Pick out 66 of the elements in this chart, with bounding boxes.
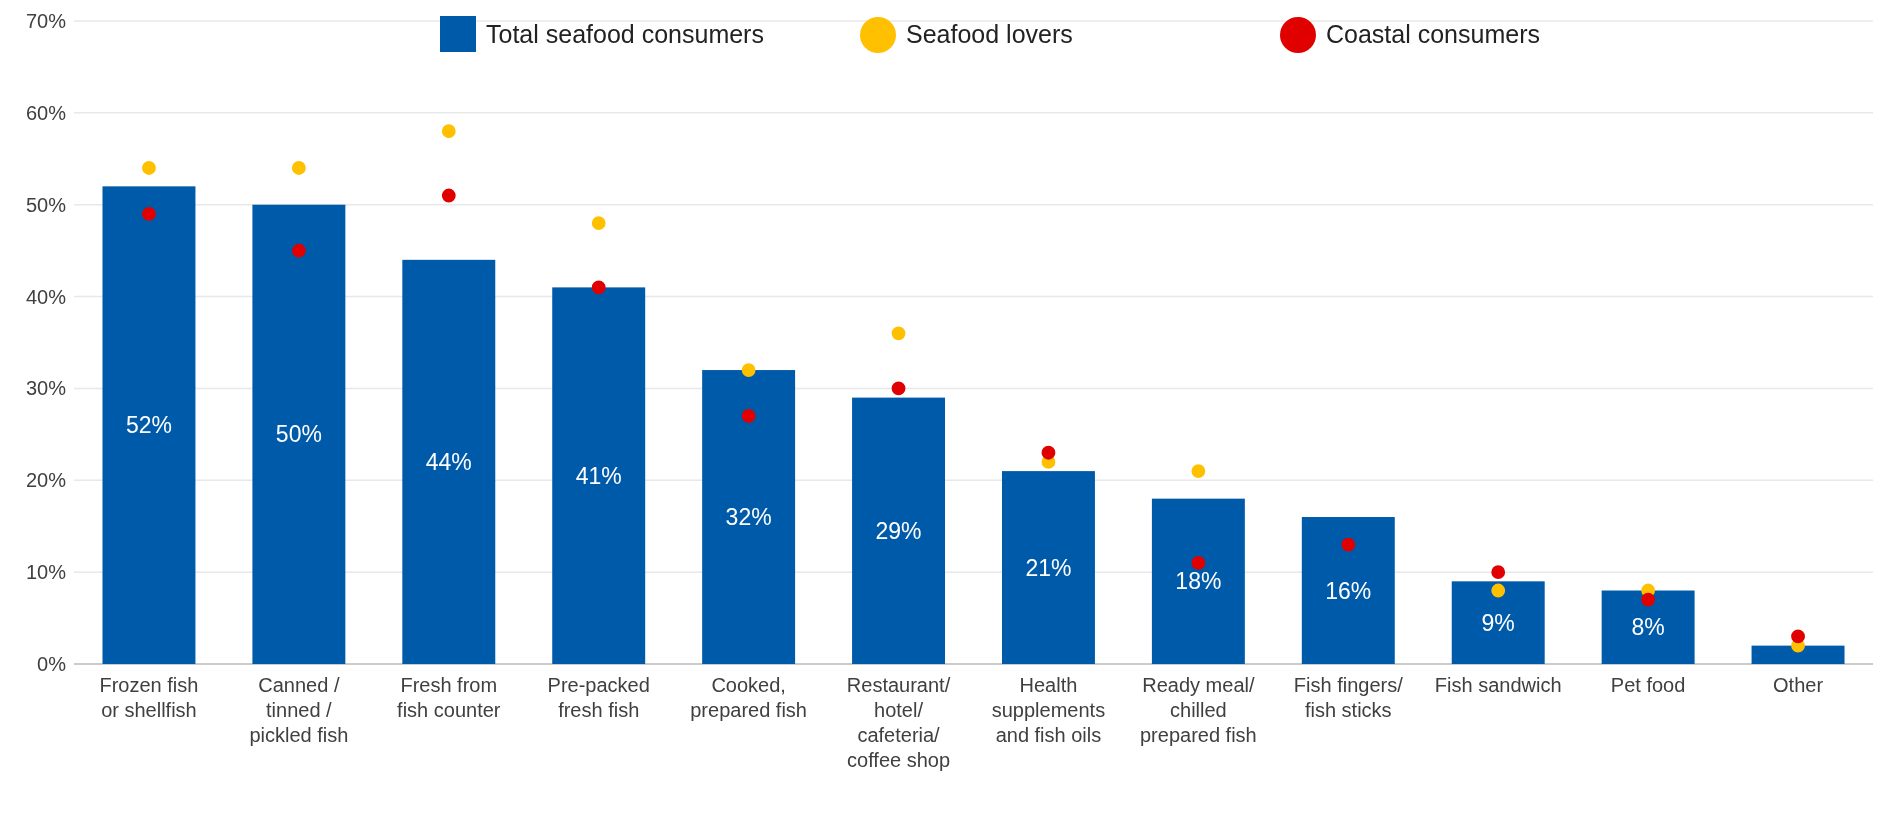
point [1041, 445, 1056, 460]
point [591, 216, 606, 230]
y-tick-label: 0% [37, 653, 67, 675]
point [1341, 537, 1356, 552]
bar [252, 204, 346, 664]
bar [1001, 471, 1095, 664]
data-label: 9% [1481, 609, 1515, 636]
x-tick-label: Canned / tinned / pickled fish [249, 674, 349, 746]
bar [552, 287, 646, 664]
point [1191, 556, 1206, 570]
point [741, 409, 756, 423]
y-tick-label: 40% [25, 285, 67, 308]
y-tick-label: 70% [25, 10, 67, 32]
x-tick-label: Restaurant/ hotel/ cafeteria/ coffee shop [846, 674, 951, 771]
data-label: 32% [725, 504, 772, 531]
bar [1751, 645, 1845, 664]
point [291, 161, 306, 175]
point [1641, 592, 1656, 607]
x-tick-label: Fish fingers/fish sticks [1293, 674, 1404, 721]
point [891, 326, 906, 341]
bar [1301, 517, 1395, 664]
x-tick-label: Pet food [1610, 674, 1686, 696]
point [591, 280, 606, 295]
x-tick-label: Ready meal/chilled prepared fish [1140, 674, 1257, 746]
data-label: 8% [1631, 614, 1665, 641]
x-tick-label: Health supplements and fish oils [991, 674, 1106, 746]
data-label: 50% [275, 421, 322, 448]
y-tick-label: 10% [25, 561, 67, 584]
x-tick-label: Cooked, prepared fish [690, 674, 807, 721]
data-label: 41% [575, 462, 622, 489]
point [1491, 583, 1506, 598]
bar [102, 186, 196, 664]
data-label: 16% [1325, 577, 1372, 604]
data-label: 29% [875, 517, 922, 544]
bar [1451, 581, 1545, 664]
data-label: 52% [125, 412, 172, 439]
x-tick-label: Fresh from fish counter [397, 674, 501, 721]
bar [402, 259, 496, 664]
point [1791, 629, 1805, 644]
data-label: 18% [1175, 568, 1222, 595]
point [441, 124, 456, 139]
x-tick-label: Frozen fish or shellfish [99, 674, 199, 721]
bar [702, 370, 796, 664]
point [291, 243, 306, 258]
point [1491, 565, 1506, 580]
point [142, 161, 156, 175]
point [891, 381, 906, 396]
bar [1601, 590, 1695, 664]
bar [852, 397, 946, 664]
bar [1151, 498, 1245, 664]
point [1191, 464, 1206, 478]
data-label: 44% [425, 448, 472, 475]
point [142, 207, 156, 221]
y-tick-label: 20% [25, 469, 67, 492]
x-tick-label: Other [1773, 674, 1824, 696]
legend-label: Coastal consumers [1326, 20, 1540, 48]
y-tick-label: 60% [25, 101, 67, 124]
point [441, 188, 456, 203]
x-tick-label: Pre-packed fresh fish [547, 674, 650, 721]
y-tick-label: 50% [25, 193, 67, 216]
y-tick-label: 30% [25, 377, 67, 400]
legend-label: Seafood lovers [906, 20, 1073, 48]
x-tick-label: Fish sandwich [1434, 674, 1562, 696]
data-label: 21% [1025, 554, 1072, 581]
point [741, 363, 756, 377]
legend-label: Total seafood consumers [486, 20, 764, 48]
